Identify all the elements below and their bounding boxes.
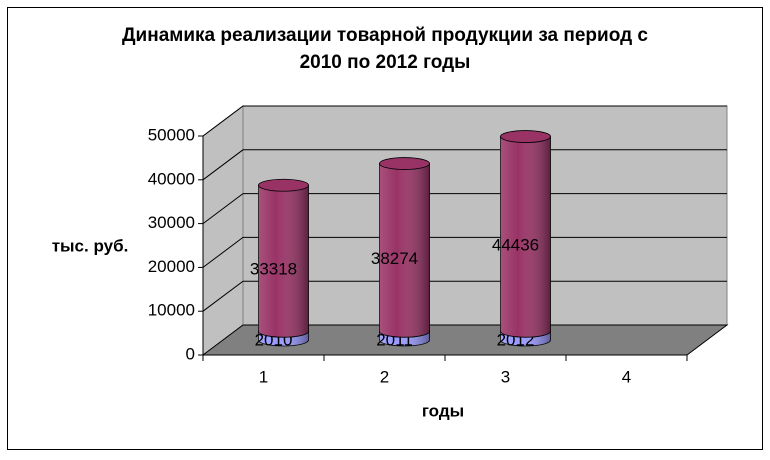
y-tick-label: 50000 — [148, 125, 195, 144]
data-label: 33318 — [250, 260, 297, 279]
cylinder-shade — [258, 185, 309, 338]
cylinder-top — [258, 178, 309, 192]
grid-line — [202, 193, 727, 225]
side-wall — [202, 105, 244, 356]
chart-title: Динамика реализации товарной продукции з… — [122, 25, 648, 46]
y-tick-label: 30000 — [148, 213, 195, 232]
y-tick-label: 40000 — [148, 169, 195, 188]
cylinder-shade — [379, 163, 430, 338]
data-label: 38274 — [371, 249, 418, 268]
data-label: 44436 — [492, 235, 539, 254]
x-tick-label: 1 — [259, 367, 268, 386]
grid-line — [202, 149, 727, 181]
cylinder-top — [500, 130, 551, 143]
grid-line — [202, 236, 727, 268]
x-tick-label: 3 — [501, 367, 510, 386]
cylinder-top — [379, 157, 430, 170]
y-axis-label: тыс. руб. — [52, 236, 129, 255]
x-tick-label: 4 — [622, 367, 631, 386]
cylinder-shade — [500, 136, 551, 338]
x-axis-label: годы — [422, 401, 464, 420]
y-tick-label: 10000 — [148, 301, 195, 320]
grid-line — [202, 280, 727, 312]
y-tick-label: 0 — [186, 344, 195, 363]
grid-line — [202, 105, 727, 137]
back-wall — [242, 105, 728, 326]
x-tick-label: 2 — [380, 367, 389, 386]
y-tick-label: 20000 — [148, 257, 195, 276]
chart-title: 2010 по 2012 годы — [300, 52, 471, 73]
